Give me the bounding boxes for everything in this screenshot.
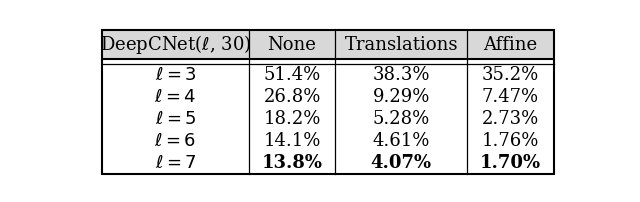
Text: 4.07%: 4.07% (371, 154, 432, 171)
Text: 14.1%: 14.1% (263, 132, 321, 150)
Text: 13.8%: 13.8% (262, 154, 323, 171)
Text: DeepCNet($\ell$, 30): DeepCNet($\ell$, 30) (100, 33, 251, 56)
Text: 9.29%: 9.29% (372, 88, 430, 106)
Text: 1.70%: 1.70% (480, 154, 541, 171)
Text: 1.76%: 1.76% (481, 132, 539, 150)
Text: 2.73%: 2.73% (482, 110, 539, 128)
Text: $\ell = 6$: $\ell = 6$ (154, 132, 196, 150)
Text: $\ell = 4$: $\ell = 4$ (154, 88, 196, 106)
Text: 26.8%: 26.8% (263, 88, 321, 106)
Text: None: None (268, 36, 316, 54)
Text: $\ell = 5$: $\ell = 5$ (155, 110, 196, 128)
Text: $\ell = 3$: $\ell = 3$ (155, 66, 196, 84)
Text: 18.2%: 18.2% (263, 110, 321, 128)
Text: 35.2%: 35.2% (482, 66, 539, 84)
Text: Translations: Translations (344, 36, 458, 54)
Text: Affine: Affine (483, 36, 538, 54)
Text: $\ell = 7$: $\ell = 7$ (155, 154, 196, 171)
Text: 7.47%: 7.47% (482, 88, 539, 106)
Text: 4.61%: 4.61% (372, 132, 430, 150)
Text: 5.28%: 5.28% (372, 110, 430, 128)
Text: 51.4%: 51.4% (264, 66, 321, 84)
Text: 38.3%: 38.3% (372, 66, 430, 84)
Bar (102, 31, 554, 59)
